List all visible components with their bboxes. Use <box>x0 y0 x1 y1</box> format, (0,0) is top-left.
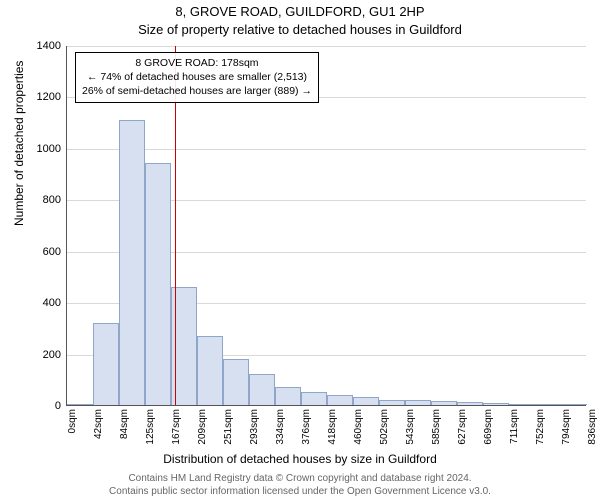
histogram-bar <box>327 395 353 405</box>
y-axis-label: Number of detached properties <box>12 61 26 226</box>
histogram-bar <box>249 374 275 405</box>
x-tick-label: 418sqm <box>327 409 338 445</box>
y-tick-label: 1000 <box>37 143 61 155</box>
histogram-bar <box>483 403 509 405</box>
annotation-line2: ← 74% of detached houses are smaller (2,… <box>82 70 312 84</box>
footer-copyright-1: Contains HM Land Registry data © Crown c… <box>0 473 600 484</box>
x-tick-label: 42sqm <box>93 409 104 439</box>
histogram-plot: 02004006008001000120014000sqm42sqm84sqm1… <box>66 46 586 406</box>
histogram-bar <box>561 404 587 405</box>
y-tick-label: 0 <box>55 400 61 412</box>
x-tick-label: 752sqm <box>535 409 546 445</box>
page-title-address: 8, GROVE ROAD, GUILDFORD, GU1 2HP <box>0 4 600 19</box>
y-tick-label: 400 <box>43 297 61 309</box>
histogram-bar <box>379 400 405 405</box>
histogram-bar <box>119 120 145 405</box>
x-tick-label: 167sqm <box>171 409 182 445</box>
histogram-bar <box>93 323 119 405</box>
x-tick-label: 836sqm <box>587 409 598 445</box>
x-tick-label: 84sqm <box>119 409 130 439</box>
x-tick-label: 376sqm <box>301 409 312 445</box>
x-tick-label: 543sqm <box>405 409 416 445</box>
footer-copyright-2: Contains public sector information licen… <box>0 486 600 497</box>
y-tick-label: 1400 <box>37 40 61 52</box>
x-tick-label: 293sqm <box>249 409 260 445</box>
y-tick-label: 800 <box>43 194 61 206</box>
y-tick-label: 600 <box>43 246 61 258</box>
x-tick-label: 585sqm <box>431 409 442 445</box>
annotation-line3: 26% of semi-detached houses are larger (… <box>82 84 312 98</box>
x-tick-label: 125sqm <box>145 409 156 445</box>
histogram-bar <box>223 359 249 405</box>
y-tick-label: 200 <box>43 349 61 361</box>
x-tick-label: 334sqm <box>275 409 286 445</box>
annotation-line1: 8 GROVE ROAD: 178sqm <box>82 56 312 70</box>
gridline <box>67 46 586 47</box>
histogram-bar <box>353 397 379 405</box>
x-tick-label: 794sqm <box>561 409 572 445</box>
x-tick-label: 669sqm <box>483 409 494 445</box>
histogram-bar <box>301 392 327 405</box>
histogram-bar <box>145 163 171 405</box>
histogram-bar <box>405 400 431 405</box>
x-tick-label: 627sqm <box>457 409 468 445</box>
x-tick-label: 502sqm <box>379 409 390 445</box>
x-tick-label: 460sqm <box>353 409 364 445</box>
x-tick-label: 0sqm <box>67 409 78 433</box>
x-tick-label: 251sqm <box>223 409 234 445</box>
histogram-bar <box>457 402 483 405</box>
annotation-box: 8 GROVE ROAD: 178sqm ← 74% of detached h… <box>75 52 319 103</box>
x-tick-label: 209sqm <box>197 409 208 445</box>
page-title-desc: Size of property relative to detached ho… <box>0 22 600 37</box>
histogram-bar <box>275 387 301 405</box>
histogram-bar <box>535 404 561 405</box>
histogram-bar <box>431 401 457 405</box>
y-tick-label: 1200 <box>37 91 61 103</box>
x-tick-label: 711sqm <box>509 409 520 444</box>
x-axis-label: Distribution of detached houses by size … <box>0 452 600 466</box>
histogram-bar <box>197 336 223 405</box>
histogram-bar <box>509 404 535 405</box>
histogram-bar <box>67 404 93 405</box>
